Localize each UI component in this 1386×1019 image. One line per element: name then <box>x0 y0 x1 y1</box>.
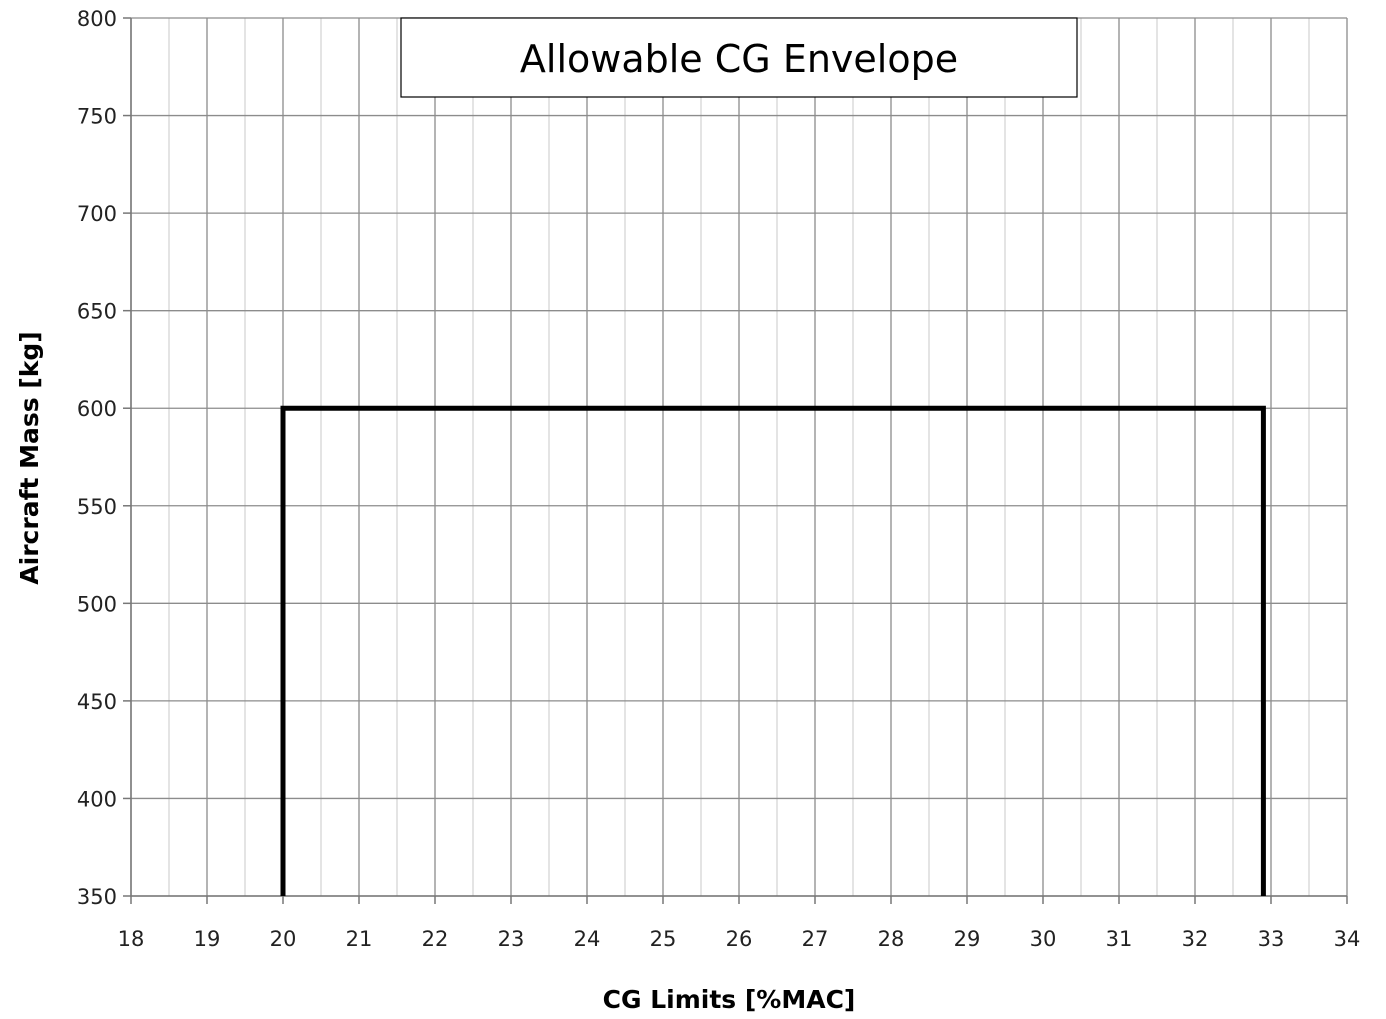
x-tick-labels: 18 19 20 21 22 23 24 25 26 27 28 29 30 31 32 33 34 <box>118 927 1361 951</box>
y-tick-label: 700 <box>77 202 117 226</box>
title-box-frame <box>400 17 1078 98</box>
y-tick-label: 800 <box>77 7 117 31</box>
axes <box>123 17 1348 904</box>
y-axis-title: Aircraft Mass [kg] <box>15 331 44 584</box>
x-tick-label: 22 <box>422 927 449 951</box>
x-tick-label: 27 <box>802 927 829 951</box>
x-tick-label: 19 <box>194 927 221 951</box>
x-tick-label: 34 <box>1334 927 1361 951</box>
x-axis-title: CG Limits [%MAC] <box>603 985 856 1014</box>
x-tick-label: 18 <box>118 927 145 951</box>
x-tick-label: 26 <box>726 927 753 951</box>
y-tick-label: 550 <box>77 495 117 519</box>
x-tick-label: 29 <box>954 927 981 951</box>
y-tick-label: 450 <box>77 690 117 714</box>
y-tick-label: 400 <box>77 787 117 811</box>
x-tick-label: 20 <box>270 927 297 951</box>
x-tick-label: 30 <box>1030 927 1057 951</box>
x-tick-label: 24 <box>574 927 601 951</box>
chart-title: Allowable CG Envelope <box>520 37 958 81</box>
y-tick-label: 750 <box>77 105 117 129</box>
y-tick-labels: 350 400 450 500 550 600 650 700 750 800 <box>77 7 117 909</box>
y-tick-label: 500 <box>77 592 117 616</box>
x-tick-label: 23 <box>498 927 525 951</box>
envelope-line <box>280 405 1266 896</box>
y-tick-label: 650 <box>77 300 117 324</box>
grid-lines <box>130 17 1348 897</box>
x-tick-label: 25 <box>650 927 677 951</box>
y-tick-label: 600 <box>77 397 117 421</box>
x-tick-label: 28 <box>878 927 905 951</box>
title-box: Allowable CG Envelope <box>400 17 1078 98</box>
x-tick-label: 21 <box>346 927 373 951</box>
series-group <box>280 405 1266 896</box>
x-tick-label: 32 <box>1182 927 1209 951</box>
y-tick-label: 350 <box>77 885 117 909</box>
x-tick-label: 33 <box>1258 927 1285 951</box>
x-tick-label: 31 <box>1106 927 1133 951</box>
